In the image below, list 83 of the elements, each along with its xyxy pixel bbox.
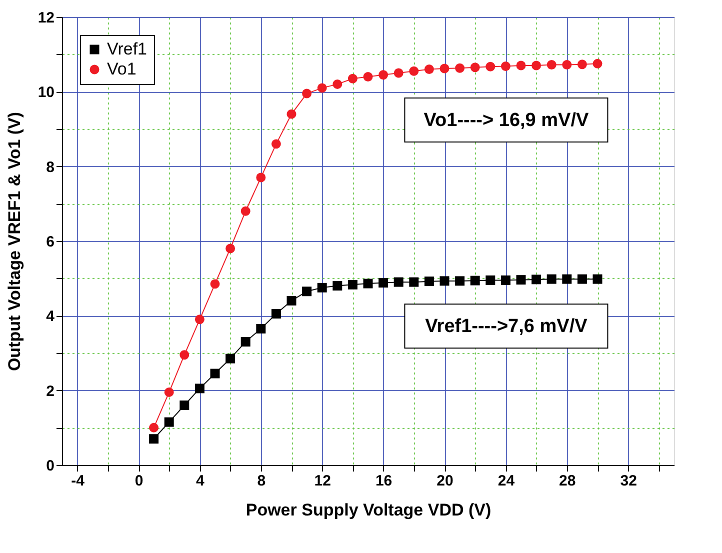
point bbox=[532, 274, 542, 284]
point bbox=[516, 60, 526, 70]
point bbox=[394, 277, 404, 287]
point bbox=[470, 62, 480, 72]
point bbox=[424, 64, 434, 74]
point bbox=[500, 62, 510, 72]
point bbox=[256, 324, 266, 334]
point bbox=[394, 68, 404, 78]
y-tick-label: 10 bbox=[38, 84, 54, 102]
point bbox=[164, 387, 174, 397]
point bbox=[455, 276, 465, 286]
point bbox=[577, 274, 587, 284]
x-tick-label: 8 bbox=[257, 472, 266, 490]
point bbox=[546, 60, 556, 70]
point bbox=[348, 74, 358, 84]
point bbox=[424, 276, 434, 286]
point bbox=[286, 109, 296, 119]
point bbox=[348, 280, 358, 290]
x-tick-label: 28 bbox=[559, 472, 576, 490]
point bbox=[409, 277, 419, 287]
annotation: Vref1---->7,6 mV/V bbox=[425, 316, 588, 338]
point bbox=[226, 244, 236, 254]
annotation: Vo1----> 16,9 mV/V bbox=[424, 110, 589, 132]
point bbox=[332, 79, 342, 89]
y-tick-label: 6 bbox=[46, 234, 54, 250]
point bbox=[546, 274, 556, 284]
point bbox=[210, 279, 220, 289]
point bbox=[180, 350, 190, 360]
x-tick-label: 24 bbox=[498, 472, 516, 490]
point bbox=[363, 278, 373, 288]
point bbox=[592, 274, 602, 284]
point bbox=[271, 139, 281, 149]
x-tick-label: 0 bbox=[134, 472, 144, 490]
point bbox=[317, 83, 327, 93]
point bbox=[180, 400, 190, 410]
point bbox=[562, 274, 572, 284]
legend-label: Vo1 bbox=[107, 60, 136, 78]
point bbox=[500, 275, 510, 285]
point bbox=[302, 88, 312, 98]
point bbox=[240, 337, 250, 347]
point bbox=[194, 314, 204, 324]
point bbox=[149, 434, 159, 444]
point bbox=[149, 422, 159, 432]
point bbox=[226, 354, 236, 364]
x-tick-label: 32 bbox=[620, 472, 637, 490]
y-axis-title: Output Voltage VREF1 & Vo1 (V) bbox=[4, 112, 24, 372]
point bbox=[455, 63, 465, 73]
point bbox=[194, 384, 204, 394]
point bbox=[440, 276, 450, 286]
y-tick-label: 2 bbox=[46, 382, 54, 400]
point bbox=[562, 60, 572, 70]
point bbox=[440, 64, 450, 74]
x-axis-title: Power Supply Voltage VDD (V) bbox=[246, 500, 492, 520]
x-tick-label: 4 bbox=[196, 472, 206, 490]
point bbox=[577, 60, 587, 70]
point bbox=[332, 281, 342, 291]
point bbox=[317, 282, 327, 292]
y-tick-label: 12 bbox=[38, 10, 54, 26]
x-tick-label: 20 bbox=[436, 472, 454, 490]
x-tick-label: 12 bbox=[314, 472, 331, 490]
point bbox=[532, 60, 542, 70]
x-tick-label: 16 bbox=[375, 472, 392, 490]
point bbox=[378, 278, 388, 288]
point bbox=[363, 72, 373, 82]
point bbox=[240, 206, 250, 216]
point bbox=[210, 368, 220, 378]
point bbox=[470, 276, 480, 286]
point bbox=[378, 70, 388, 80]
point bbox=[256, 172, 266, 182]
point bbox=[286, 296, 296, 306]
point bbox=[302, 286, 312, 296]
y-tick-label: 0 bbox=[46, 458, 54, 474]
point bbox=[271, 309, 281, 319]
point bbox=[486, 275, 496, 285]
point bbox=[164, 417, 174, 427]
point bbox=[516, 275, 526, 285]
point bbox=[592, 58, 602, 68]
x-tick-label: -4 bbox=[71, 472, 86, 490]
point bbox=[486, 62, 496, 72]
point bbox=[409, 66, 419, 76]
y-tick-label: 4 bbox=[46, 308, 56, 326]
legend-label: Vref1 bbox=[107, 40, 148, 58]
y-tick-label: 8 bbox=[46, 158, 54, 176]
